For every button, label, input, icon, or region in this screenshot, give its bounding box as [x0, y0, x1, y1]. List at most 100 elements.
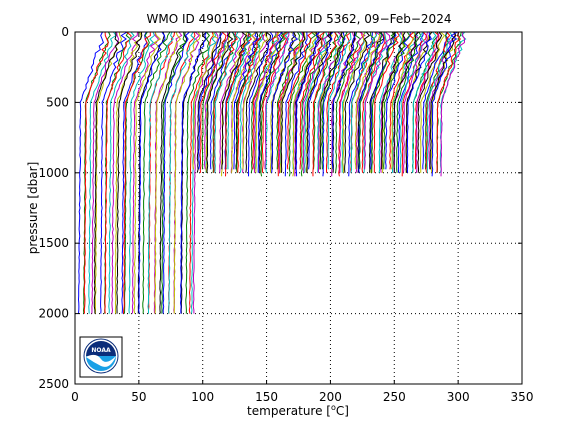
- y-axis-tick-labels: 0 500 1000 1500 2000 2500: [38, 25, 69, 391]
- profile-line: [91, 31, 120, 314]
- profile-line: [308, 31, 334, 170]
- profile-line: [77, 31, 104, 314]
- profile-line: [123, 31, 151, 314]
- profile-line: [417, 31, 443, 173]
- profile-line: [192, 31, 220, 170]
- profile-line: [199, 31, 227, 173]
- profile-line: [306, 31, 333, 173]
- profile-line: [161, 31, 187, 314]
- profile-line: [255, 31, 280, 173]
- profile-line: [344, 31, 371, 173]
- x-axis-label-suffix: C]: [336, 404, 349, 418]
- profile-line: [83, 31, 109, 314]
- profile-line: [242, 32, 269, 170]
- profile-line: [245, 31, 272, 173]
- profile-line: [312, 31, 337, 177]
- profile-line: [114, 31, 142, 314]
- profile-line: [429, 31, 457, 170]
- profile-line: [383, 31, 411, 170]
- x-tick-label: 250: [383, 390, 406, 404]
- y-tick-label: 0: [61, 25, 69, 39]
- x-tick-label: 100: [191, 390, 214, 404]
- chart-title: WMO ID 4901631, internal ID 5362, 09−Feb…: [147, 12, 452, 26]
- profile-line: [173, 31, 201, 314]
- y-axis-label: pressure [dbar]: [26, 162, 40, 255]
- profile-line: [319, 31, 345, 170]
- x-tick-label: 150: [255, 390, 278, 404]
- profile-line: [261, 31, 289, 173]
- profile-line: [180, 31, 208, 314]
- profile-line: [88, 31, 117, 314]
- x-tick-label: 200: [319, 390, 342, 404]
- profile-line: [304, 31, 328, 173]
- profile-line: [406, 31, 433, 173]
- plot-area: [74, 31, 523, 385]
- y-tick-label: 1500: [38, 236, 69, 250]
- profile-line: [203, 31, 229, 170]
- profile-line: [431, 31, 458, 177]
- profile-line: [373, 31, 400, 173]
- profile-line: [358, 31, 383, 170]
- profile-line: [214, 31, 241, 173]
- profile-line: [196, 31, 222, 173]
- profile-line: [321, 31, 348, 170]
- profile-line: [185, 31, 211, 314]
- profile-line: [335, 31, 362, 173]
- axis-ticks: [74, 31, 523, 385]
- profile-line: [133, 31, 162, 314]
- profile-line: [260, 31, 287, 177]
- profile-line: [396, 31, 422, 173]
- profile-line: [294, 31, 320, 177]
- profile-line: [104, 31, 132, 314]
- profile-line: [257, 31, 283, 173]
- profile-line: [292, 31, 320, 177]
- profile-line: [436, 31, 462, 173]
- profile-line: [391, 31, 416, 170]
- profile-line: [419, 31, 446, 173]
- profile-line: [327, 31, 352, 170]
- profile-line: [331, 31, 357, 170]
- y-tick-label: 500: [46, 95, 69, 109]
- profile-line: [350, 31, 378, 173]
- profile-line: [253, 31, 280, 173]
- profile-line: [179, 31, 207, 314]
- profile-line: [397, 31, 425, 173]
- profile-line: [138, 31, 166, 314]
- profile-line: [322, 31, 346, 177]
- profile-line: [401, 31, 427, 177]
- profile-line: [371, 31, 398, 173]
- profile-line: [230, 31, 258, 173]
- profile-line: [225, 31, 252, 177]
- noaa-logo: NOAA: [79, 336, 123, 378]
- profile-line: [131, 31, 160, 314]
- profile-line: [302, 31, 330, 173]
- profile-line: [198, 31, 224, 170]
- plot-frame: [74, 31, 523, 385]
- profile-line: [426, 31, 453, 173]
- profile-line: [264, 31, 290, 170]
- profile-line: [247, 31, 274, 177]
- x-tick-label: 0: [71, 390, 79, 404]
- profile-line: [162, 31, 190, 314]
- profile-line: [108, 31, 135, 314]
- profile-line: [121, 31, 148, 314]
- profile-line: [326, 31, 352, 173]
- profile-line: [221, 31, 247, 170]
- profile-line: [219, 31, 244, 173]
- profile-line: [100, 31, 128, 314]
- profile-line: [206, 31, 234, 173]
- x-tick-label: 350: [511, 390, 534, 404]
- profile-line: [284, 31, 309, 177]
- profile-line: [111, 31, 139, 314]
- profile-line: [236, 31, 262, 173]
- profile-line: [402, 31, 428, 173]
- profile-line: [300, 31, 325, 177]
- profile-line: [227, 31, 253, 170]
- profile-line: [330, 31, 357, 177]
- profile-line: [128, 31, 156, 314]
- profile-line: [348, 31, 374, 177]
- noaa-logo-text: NOAA: [91, 347, 111, 354]
- y-tick-label: 2000: [38, 307, 69, 321]
- profile-line: [142, 31, 171, 314]
